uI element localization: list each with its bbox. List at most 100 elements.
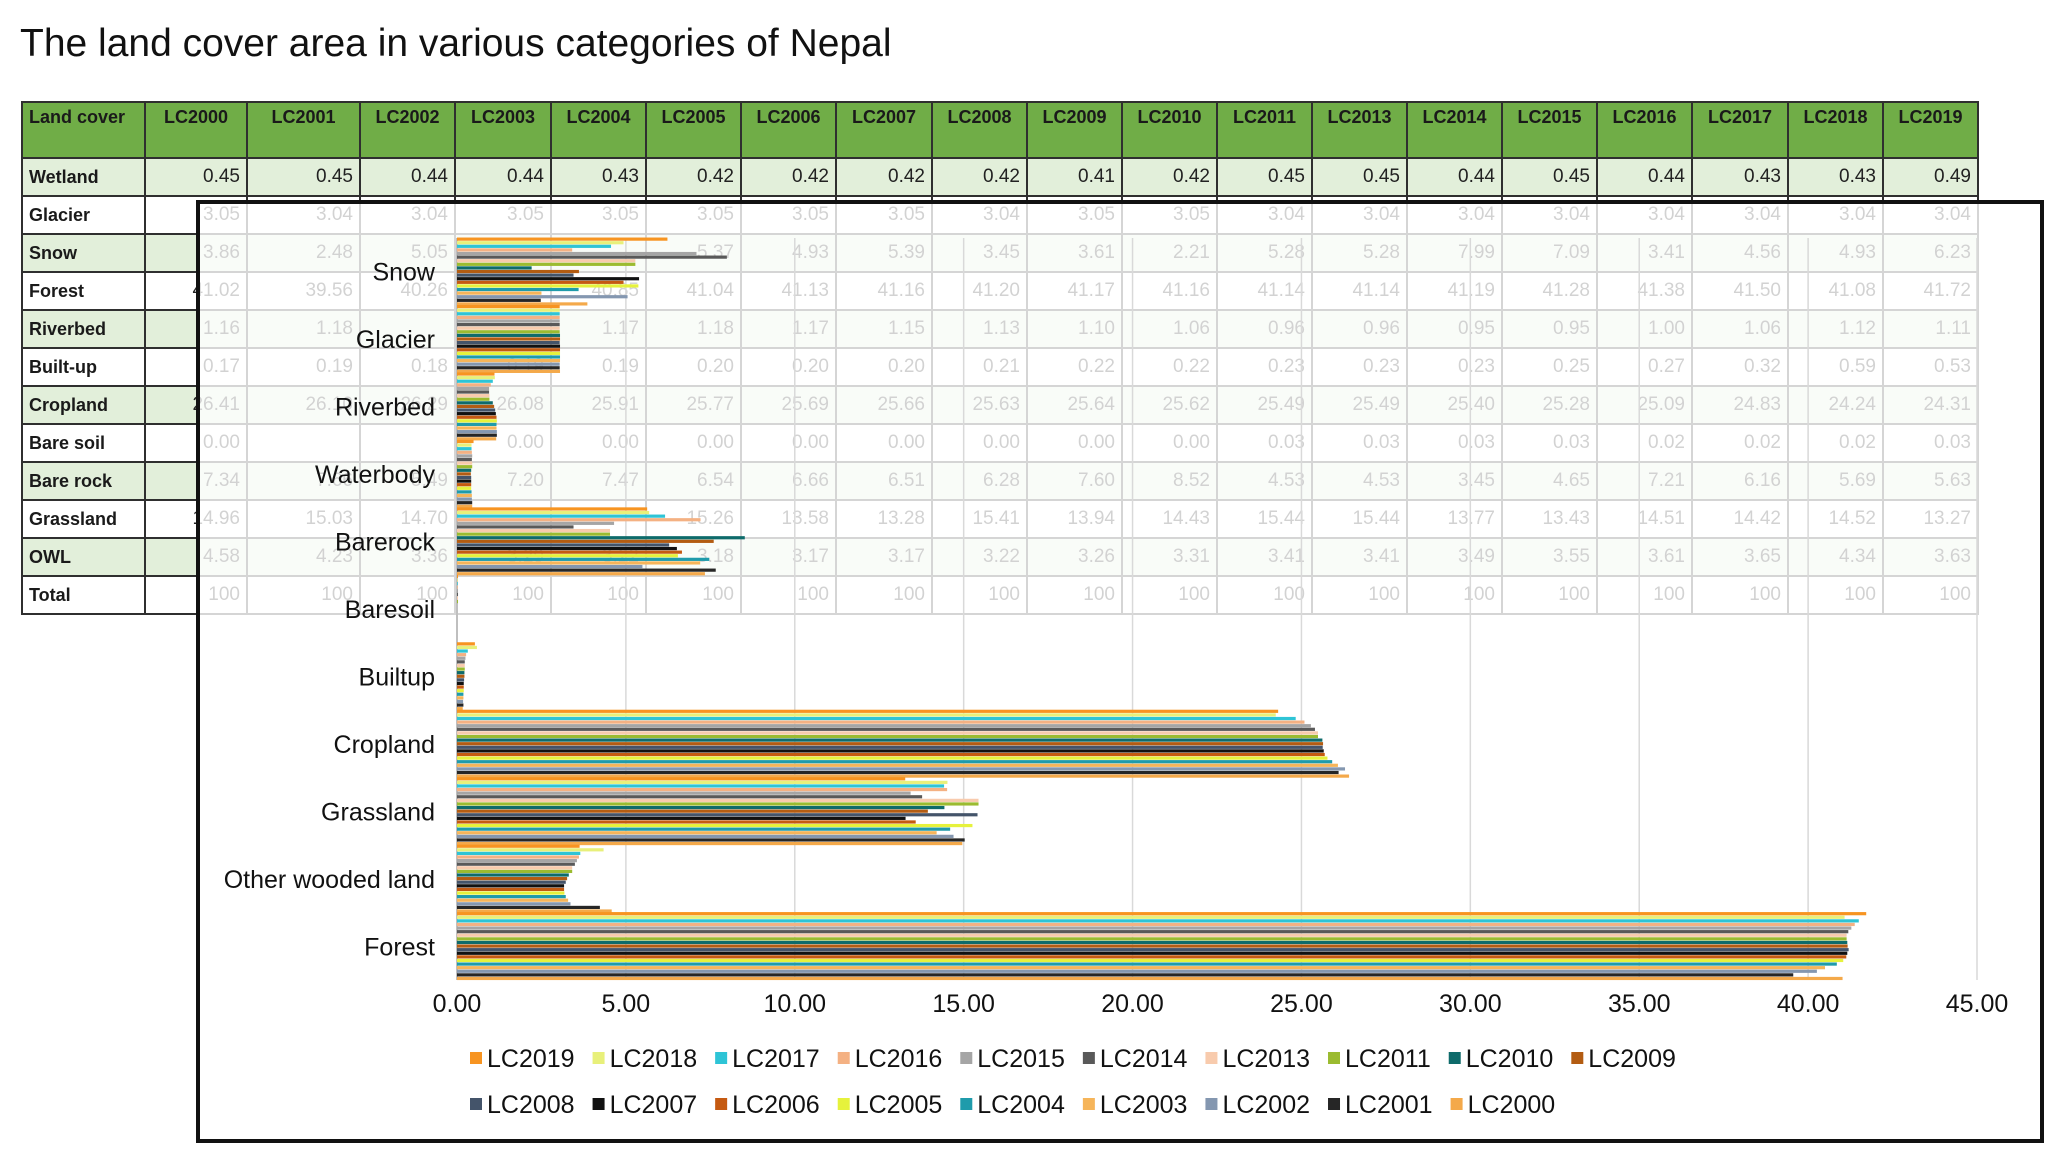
legend-label: LC2003 <box>1100 1091 1188 1119</box>
bar <box>457 543 670 547</box>
table-row-label: Bare rock <box>21 461 146 501</box>
table-cell: 0.44 <box>1596 157 1693 197</box>
bar <box>457 848 604 852</box>
bar <box>457 820 916 824</box>
table-cell: 0.41 <box>1026 157 1123 197</box>
bar <box>457 430 497 434</box>
bar <box>457 678 465 682</box>
bar <box>457 536 745 540</box>
bar <box>457 269 579 274</box>
bar <box>457 308 560 312</box>
bar <box>457 869 573 874</box>
bar <box>457 787 948 792</box>
legend-swatch <box>592 1052 605 1064</box>
bar <box>457 383 491 387</box>
bar <box>457 450 472 454</box>
category-label: Glacier <box>356 326 435 354</box>
legend-label: LC2013 <box>1222 1045 1310 1073</box>
bar <box>457 539 714 543</box>
bar <box>457 596 459 600</box>
table-header-lc2003: LC2003 <box>454 101 552 159</box>
bar <box>457 426 497 430</box>
bar <box>457 419 497 423</box>
bar <box>457 302 588 306</box>
bar <box>457 944 1848 948</box>
bar <box>457 412 496 416</box>
bar <box>457 802 979 806</box>
bar <box>457 777 906 781</box>
bar <box>457 962 1837 966</box>
bar <box>457 707 463 711</box>
x-tick-label: 30.00 <box>1439 990 1502 1018</box>
bar <box>457 805 945 810</box>
bar <box>457 390 490 394</box>
bar <box>457 386 490 391</box>
chart-panel: Snow Glacier Riverbed Waterbody Barerock Bare… <box>196 200 2044 1143</box>
bar <box>457 745 1323 749</box>
bar <box>457 574 459 578</box>
bar <box>457 479 472 483</box>
bar <box>457 713 1276 717</box>
bar <box>457 351 561 355</box>
bar <box>457 504 473 508</box>
bar <box>457 312 560 316</box>
bar <box>457 791 911 795</box>
x-tick-label: 25.00 <box>1270 990 1333 1018</box>
bar <box>457 465 473 469</box>
table-cell: 0.42 <box>931 157 1028 197</box>
bar <box>457 366 560 370</box>
bar <box>457 348 561 352</box>
bar <box>457 490 472 494</box>
table-header-lc2015: LC2015 <box>1501 101 1598 159</box>
bar <box>457 291 542 295</box>
bar <box>457 738 1323 742</box>
bar <box>457 510 650 515</box>
bar <box>457 734 1318 739</box>
bar <box>457 437 497 441</box>
bar <box>457 841 963 846</box>
bar <box>457 831 937 835</box>
table-row-label: Forest <box>21 271 146 311</box>
table-header-lc2000: LC2000 <box>144 101 248 159</box>
x-tick-label: 10.00 <box>763 990 826 1018</box>
bar <box>457 514 666 518</box>
bar <box>457 976 1843 981</box>
table-row-label: Grassland <box>21 499 146 539</box>
bar <box>457 415 497 419</box>
bar <box>457 600 459 604</box>
bar <box>457 940 1848 945</box>
bar <box>457 834 954 838</box>
x-tick-label: 35.00 <box>1608 990 1671 1018</box>
table-cell: 0.44 <box>359 157 456 197</box>
category-label: Riverbed <box>335 394 435 422</box>
bar <box>457 756 1328 760</box>
category-label: Cropland <box>334 731 435 759</box>
legend-swatch <box>1328 1052 1341 1064</box>
bar <box>457 809 928 813</box>
bar <box>457 877 568 881</box>
bar <box>457 546 677 551</box>
category-label: Baresoil <box>345 596 435 624</box>
legend-label: LC2001 <box>1345 1091 1433 1119</box>
bar <box>457 564 643 569</box>
bar <box>457 266 532 270</box>
legend-label: LC2005 <box>855 1091 943 1119</box>
table-cell: 0.43 <box>1787 157 1884 197</box>
bar <box>457 699 464 704</box>
bar <box>457 337 561 341</box>
bar <box>457 315 560 319</box>
bar <box>457 844 580 848</box>
table-header-lc2009: LC2009 <box>1026 101 1123 159</box>
category-label: Waterbody <box>315 461 435 489</box>
bar <box>457 660 465 664</box>
bar <box>457 532 611 536</box>
legend-swatch <box>1082 1052 1095 1064</box>
bar <box>457 355 561 359</box>
bar <box>457 443 472 447</box>
bar <box>457 397 490 401</box>
x-tick-label: 40.00 <box>1777 990 1840 1018</box>
bar <box>457 376 495 380</box>
bar <box>457 550 682 554</box>
bar <box>457 933 1847 937</box>
bar <box>457 582 458 586</box>
